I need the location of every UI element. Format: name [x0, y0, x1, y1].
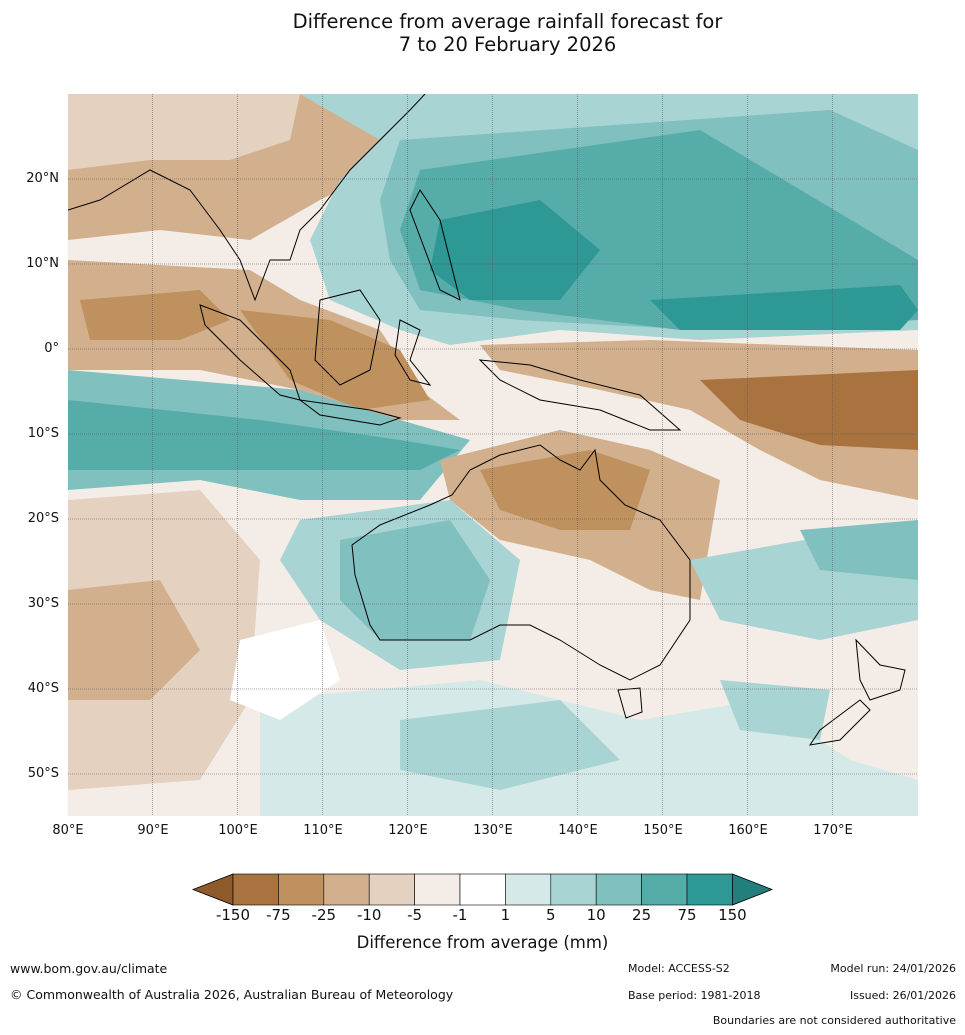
coastline-australia [351, 444, 691, 681]
wet-tasman-strong [800, 520, 918, 580]
wet-wa-core [340, 520, 490, 640]
colorbar-tick: -150 [215, 906, 251, 924]
colorbar-tick: 75 [677, 906, 697, 924]
coastline-philippines [409, 189, 461, 301]
footer-model-run: Model run: 24/01/2026 [830, 962, 956, 975]
coastline-new-guinea [478, 359, 682, 431]
colorbar-label: Difference from average (mm) [356, 933, 609, 952]
coastline-nz-north [855, 638, 906, 701]
footer-issued: Issued: 26/01/2026 [849, 989, 956, 1002]
wet-band-south-strong [68, 400, 460, 470]
colorbar-tick: 25 [632, 906, 652, 924]
neutral-south-patch [230, 620, 340, 720]
map-title: Difference from average rainfall forecas… [0, 10, 965, 56]
title-line-1: Difference from average rainfall forecas… [292, 10, 723, 33]
footer-disclaimer: Boundaries are not considered authoritat… [712, 1014, 956, 1027]
colorbar-tick: 1 [500, 906, 511, 924]
colorbar-tick: 5 [546, 906, 556, 924]
dry-region-asia-light [68, 94, 300, 170]
coastline-sulawesi [394, 319, 432, 386]
wet-core-pacific [650, 285, 918, 330]
footer-base-period: Base period: 1981-2018 [628, 989, 761, 1002]
lat-label-40s: 40°S [27, 681, 59, 696]
colorbar-tick: 10 [586, 906, 606, 924]
colorbar-tick: 150 [718, 906, 747, 924]
coastline-tasmania [617, 687, 643, 719]
title-line-2: 7 to 20 February 2026 [398, 33, 617, 56]
colorbar-tick: -10 [356, 906, 382, 924]
coastlines [68, 94, 906, 746]
colorbar-tick: -75 [266, 906, 291, 924]
colorbar-tick: -25 [311, 906, 337, 924]
footer-model: Model: ACCESS-S2 [628, 962, 730, 975]
dry-core-pacific [700, 370, 918, 450]
lat-label-50s: 50°S [27, 766, 59, 781]
coastline-asia-mainland [68, 94, 426, 302]
lat-label-30s: 30°S [27, 596, 59, 611]
lon-label-80e: 80°E [52, 823, 84, 838]
wet-core-philippines [430, 200, 600, 300]
graticule [68, 94, 918, 816]
dry-indian-core [80, 290, 230, 340]
lon-label-100e: 100°E [218, 823, 258, 838]
coastline-sumatra [199, 304, 301, 401]
colorbar-tick: -1 [452, 906, 468, 924]
lon-label-150e: 150°E [643, 823, 683, 838]
dry-sumatra [240, 310, 430, 410]
dry-core-australia [480, 450, 650, 530]
lon-label-170e: 170°E [813, 823, 853, 838]
wet-southern-mid [400, 700, 620, 790]
coastline-java [299, 399, 402, 426]
lat-label-10s: 10°S [27, 426, 59, 441]
lon-label-130e: 130°E [473, 823, 513, 838]
lat-label-10n: 10°N [26, 256, 59, 271]
lon-label-140e: 140°E [558, 823, 598, 838]
lon-label-110e: 110°E [303, 823, 343, 838]
colorbar-tick: -5 [407, 906, 423, 924]
footer-copyright: © Commonwealth of Australia 2026, Austra… [10, 987, 454, 1002]
lat-label-20s: 20°S [27, 511, 59, 526]
coastline-nz-south [808, 699, 871, 746]
lat-label-0: 0° [44, 341, 59, 356]
coastline-borneo [314, 289, 381, 386]
dry-southwest-mid [68, 580, 200, 700]
footer-url[interactable]: www.bom.gov.au/climate [10, 961, 168, 976]
lon-label-120e: 120°E [388, 823, 428, 838]
lon-label-90e: 90°E [137, 823, 169, 838]
lat-label-20n: 20°N [26, 171, 59, 186]
lon-label-160e: 160°E [728, 823, 768, 838]
